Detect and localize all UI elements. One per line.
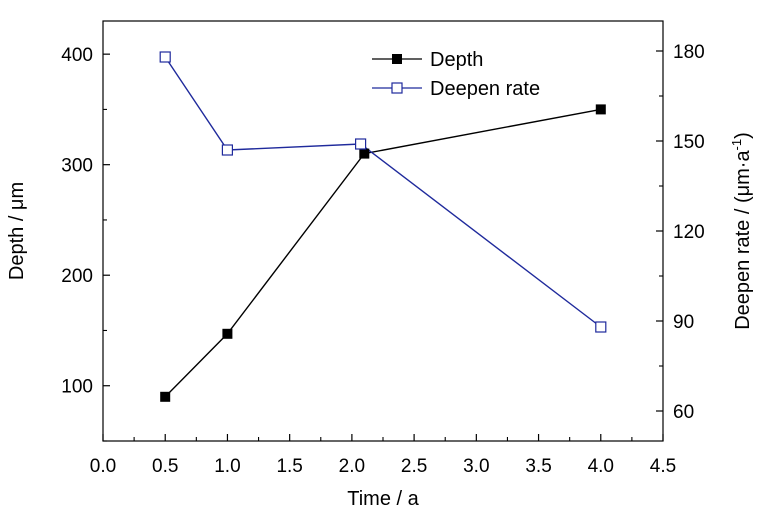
series-lines	[164, 56, 602, 398]
depth-point	[595, 104, 606, 115]
y-tick-label: 200	[61, 266, 93, 287]
plot-frame	[102, 20, 664, 442]
legend-marker-depth	[392, 54, 402, 64]
series-line-depth	[164, 108, 601, 398]
y2-tick-label: 90	[673, 312, 694, 333]
x-tick-label: 0.5	[152, 456, 178, 477]
y2-tick-label: 150	[673, 132, 705, 153]
legend: Depth Deepen rate	[372, 49, 540, 100]
y-axis-ticks: 100 200 300 400	[61, 45, 110, 442]
x-axis-ticks: 0.0 0.5 1.0 1.5 2.0 2.5 3.0 3.5 4.0 4.5	[90, 434, 676, 477]
series-points	[159, 51, 607, 402]
y-tick-label: 400	[61, 45, 93, 66]
y-tick-label: 300	[61, 156, 93, 177]
legend-marker-deepen-rate	[391, 82, 403, 94]
x-tick-label: 1.0	[214, 456, 240, 477]
x-tick-label: 3.0	[463, 456, 489, 477]
depth-point	[222, 328, 233, 339]
series-line-deepen-rate	[164, 56, 602, 328]
y2-tick-label: 120	[673, 222, 705, 243]
deepen-rate-point	[221, 144, 233, 156]
deepen-rate-point	[355, 138, 367, 150]
x-tick-label: 4.5	[650, 456, 676, 477]
y-axis-title: Depth / μm	[6, 182, 28, 280]
legend-label-deepen-rate: Deepen rate	[430, 78, 540, 100]
x-tick-label: 3.5	[525, 456, 551, 477]
x-tick-label: 2.5	[401, 456, 427, 477]
y2-axis-title-close: )	[732, 132, 754, 139]
y2-axis-ticks: 60 90 120 150 180	[656, 42, 705, 423]
legend-label-depth: Depth	[430, 49, 483, 71]
x-tick-label: 4.0	[588, 456, 614, 477]
depth-point	[359, 148, 370, 159]
y2-axis-title-main: Deepen rate / (μm·a	[732, 150, 754, 330]
x-tick-label: 2.0	[339, 456, 365, 477]
deepen-rate-point	[159, 51, 171, 63]
y2-axis-title-sup: -1	[729, 139, 744, 151]
y2-tick-label: 60	[673, 402, 694, 423]
depth-point	[160, 391, 171, 402]
x-axis-title: Time / a	[347, 488, 419, 510]
x-tick-label: 0.0	[90, 456, 116, 477]
y2-tick-label: 180	[673, 42, 705, 63]
deepen-rate-point	[595, 321, 607, 333]
y2-axis-title: Deepen rate / (μm·a-1)	[729, 132, 754, 330]
x-tick-label: 1.5	[276, 456, 302, 477]
y-tick-label: 100	[61, 377, 93, 398]
